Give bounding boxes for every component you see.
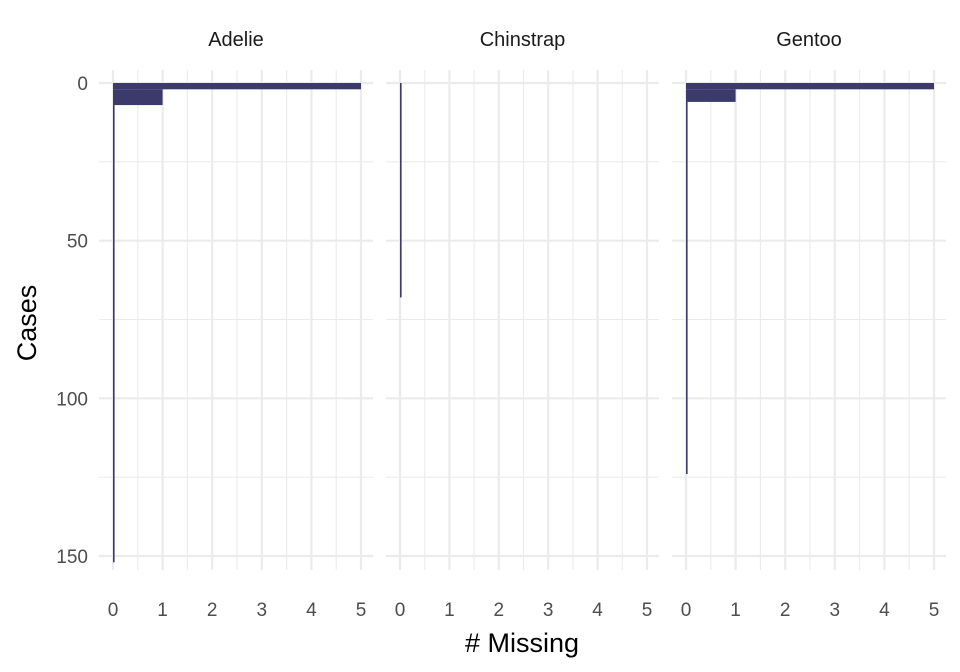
x-axis-title: # Missing [465,628,579,658]
x-tick-label: 1 [444,600,455,621]
x-tick-label: 2 [207,600,218,621]
bar-adelie [113,105,115,563]
bar-chinstrap [400,83,402,298]
bar-gentoo [686,101,688,475]
bar-gentoo [686,83,934,90]
x-tick-label: 5 [356,600,367,621]
y-tick-label: 150 [56,547,88,568]
y-tick-label: 100 [56,389,88,410]
x-tick-label: 4 [592,600,603,621]
panel-title-gentoo: Gentoo [776,29,842,51]
x-tick-label: 4 [879,600,890,621]
x-tick-label: 3 [257,600,268,621]
bars-layer [113,83,934,563]
y-tick-label: 50 [67,232,88,253]
x-tick-label: 0 [681,600,692,621]
x-tick-label: 2 [780,600,791,621]
y-axis-title: Cases [12,285,42,362]
bar-adelie [113,83,361,90]
bar-gentoo [686,89,736,102]
y-tick-label: 0 [77,74,88,95]
bar-adelie [113,89,163,106]
x-tick-label: 5 [929,600,940,621]
x-tick-label: 3 [830,600,841,621]
grid-layer [99,70,946,570]
x-tick-label: 0 [395,600,406,621]
x-tick-label: 3 [543,600,554,621]
x-tick-label: 5 [642,600,653,621]
x-tick-label: 0 [108,600,119,621]
x-tick-label: 1 [157,600,168,621]
x-tick-label: 2 [494,600,505,621]
panel-title-chinstrap: Chinstrap [480,29,566,51]
x-tick-label: 4 [306,600,317,621]
panel-title-adelie: Adelie [208,29,264,51]
x-tick-label: 1 [730,600,741,621]
